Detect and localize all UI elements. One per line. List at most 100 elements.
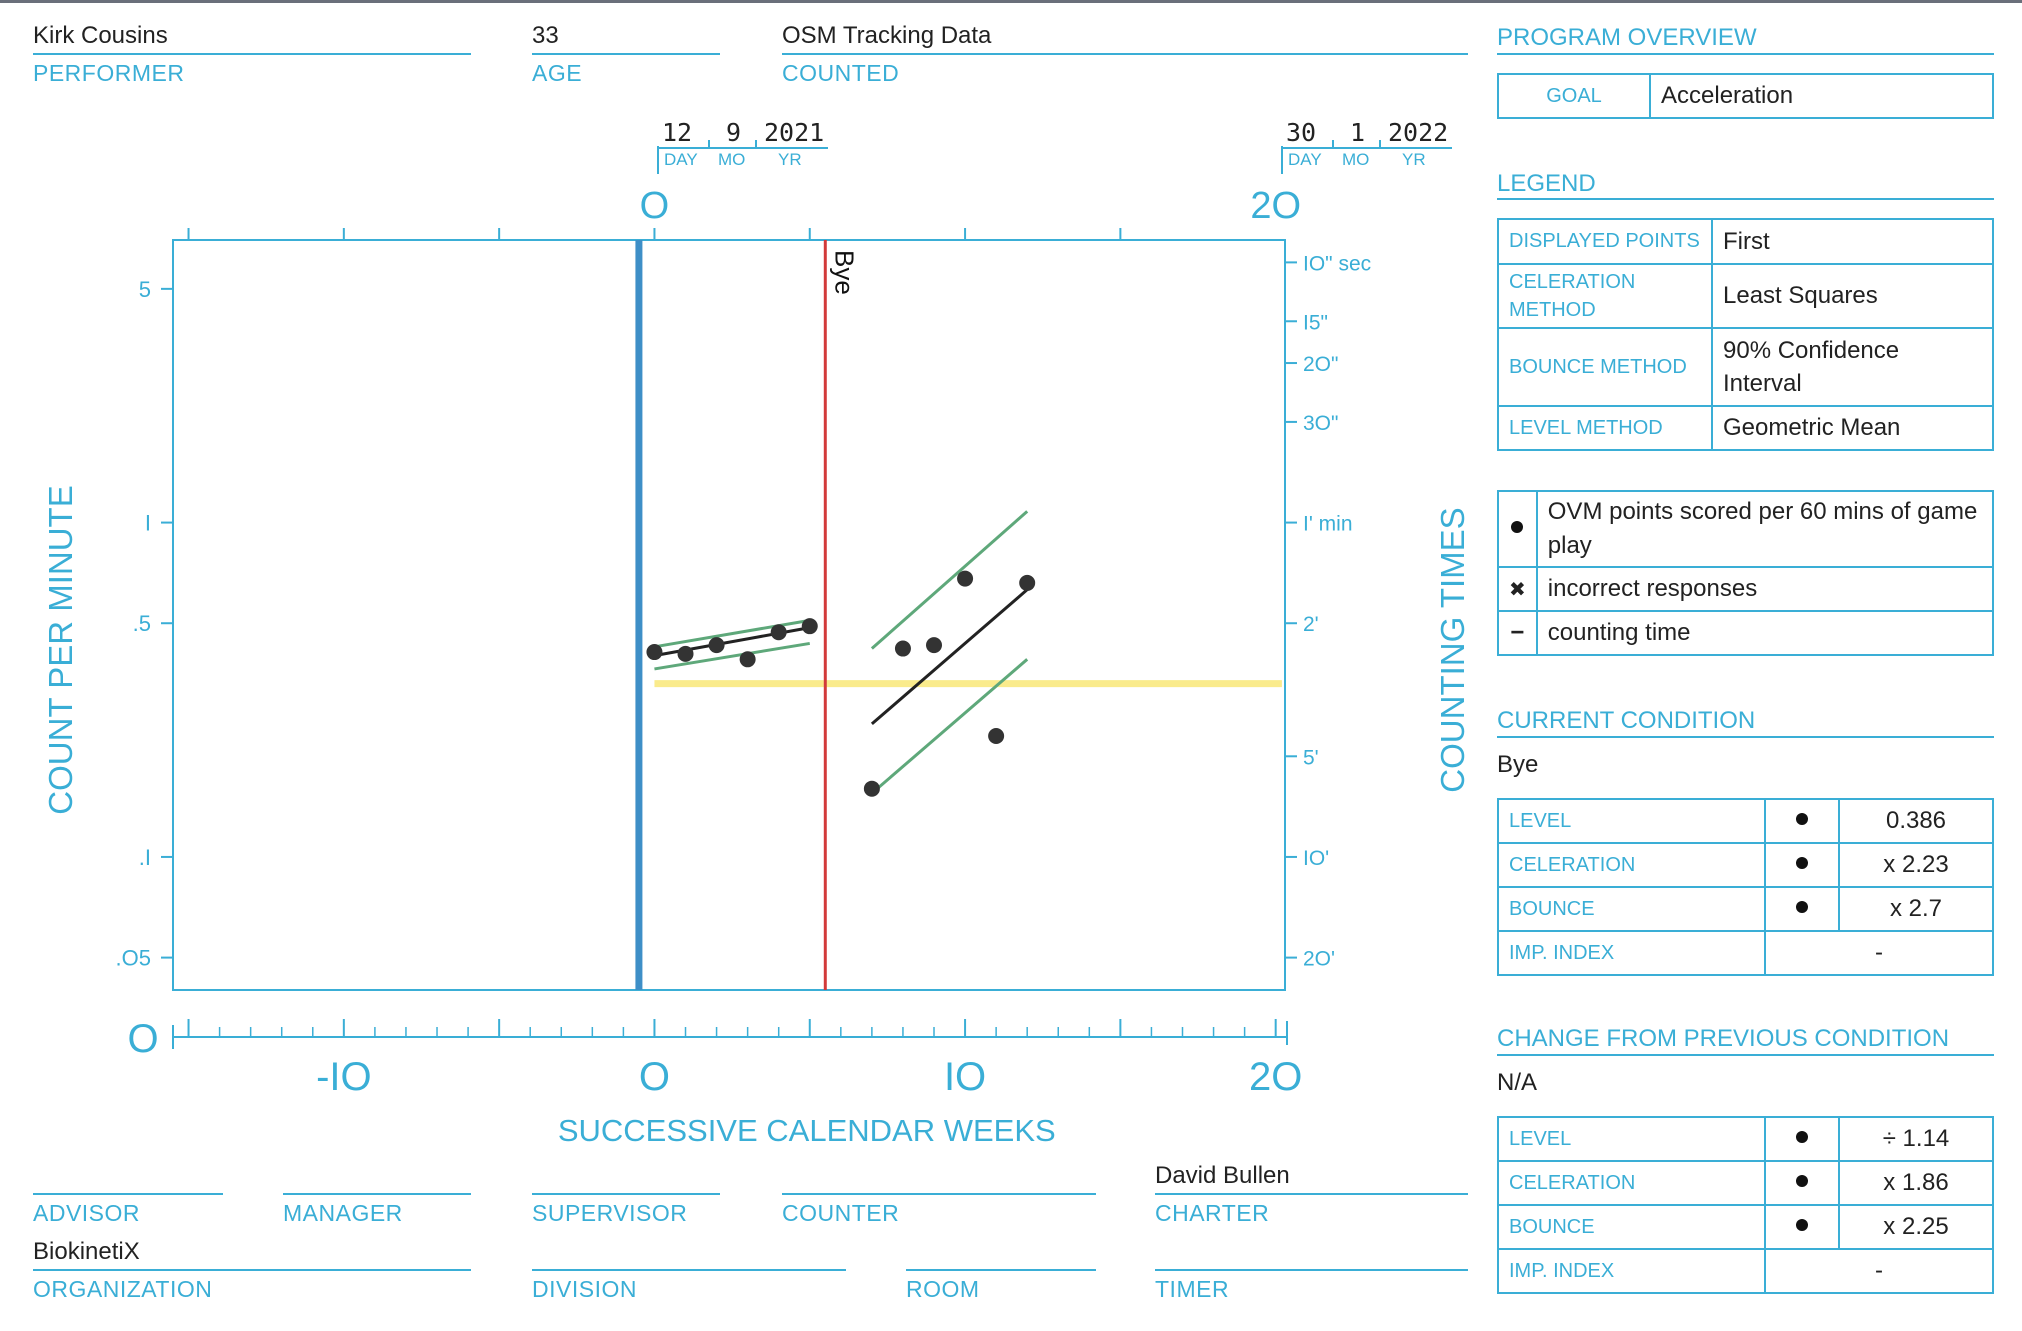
counting-time-label: 3O"	[1303, 412, 1338, 435]
current-imp-index-label: IMP. INDEX	[1497, 930, 1766, 976]
end-date-brackets	[1281, 140, 1452, 174]
age-rule	[532, 53, 720, 55]
room-rule	[906, 1269, 1096, 1271]
bounce-method-value: 90% Confidence Interval	[1711, 327, 1994, 407]
start-yr-label: YR	[778, 150, 802, 169]
bounce-line	[654, 641, 811, 671]
plot-frame	[172, 239, 1286, 991]
celeration-method-value: Least Squares	[1711, 263, 1994, 329]
supervisor-rule	[532, 1193, 720, 1195]
displayed-points-label: DISPLAYED POINTS	[1497, 218, 1713, 265]
timer-label: TIMER	[1155, 1276, 1230, 1302]
counting-time-label: I5"	[1303, 311, 1328, 334]
program-overview-title: PROGRAM OVERVIEW	[1497, 24, 1757, 51]
supervisor-label: SUPERVISOR	[532, 1200, 688, 1226]
current-row: IMP. INDEX -	[1497, 930, 1994, 976]
start-year: 2021	[764, 118, 825, 147]
top-border	[0, 0, 2022, 3]
start-date-brackets	[657, 140, 828, 174]
end-day-label: DAY	[1288, 150, 1322, 169]
counted-value: OSM Tracking Data	[782, 22, 992, 49]
level-method-value: Geometric Mean	[1711, 405, 1994, 451]
celeration-chart: O 2O 5 I .5 .I .O5 IO" sec I5" 2O" 3O" I' min 2' 5' IO…	[42, 185, 1471, 1148]
y-axis-label: 5	[139, 277, 151, 302]
current-imp-index-value: -	[1764, 930, 1994, 976]
room-label: ROOM	[906, 1276, 980, 1302]
end-date-box: 30 1 2022 DAY MO YR	[1280, 118, 1470, 178]
dot-symbol-cell	[1497, 490, 1538, 568]
organization-rule	[33, 1269, 471, 1271]
current-condition-rule	[1497, 736, 1994, 738]
counter-label: COUNTER	[782, 1200, 900, 1226]
counting-time-label: 2O"	[1303, 353, 1338, 376]
change-bounce-dot-cell	[1764, 1204, 1840, 1250]
manager-label: MANAGER	[283, 1200, 403, 1226]
celeration-method-label: CELERATION METHOD	[1497, 263, 1713, 329]
cross-symbol-text: incorrect responses	[1535, 566, 1995, 612]
change-imp-index-label: IMP. INDEX	[1497, 1248, 1766, 1294]
current-row: CELERATION x 2.23	[1497, 842, 1994, 888]
legend-symbol-table: OVM points scored per 60 mins of game pl…	[1497, 490, 1995, 656]
current-row: BOUNCE x 2.7	[1497, 886, 1994, 932]
performer-value: Kirk Cousins	[33, 22, 168, 49]
charter-value: David Bullen	[1155, 1162, 1290, 1189]
current-condition-title: CURRENT CONDITION	[1497, 707, 1756, 734]
change-celeration-value: x 1.86	[1838, 1160, 1994, 1206]
division-label: DIVISION	[532, 1276, 637, 1302]
goal-value: Acceleration	[1649, 73, 1994, 119]
dash-symbol-text: counting time	[1535, 610, 1995, 656]
current-bounce-dot-icon	[1796, 901, 1808, 913]
start-month: 9	[726, 118, 742, 147]
current-condition-table: LEVEL 0.386 CELERATION x 2.23 BOUNCE x 2…	[1497, 798, 1994, 976]
legend-method-table: DISPLAYED POINTS First CELERATION METHOD…	[1497, 218, 1994, 451]
data-point	[646, 644, 663, 661]
change-bounce-value: x 2.25	[1838, 1204, 1994, 1250]
current-level-dot-cell	[1764, 798, 1840, 844]
performer-label: PERFORMER	[33, 60, 185, 86]
organization-label: ORGANIZATION	[33, 1276, 213, 1302]
x-axis-label: IO	[944, 1055, 986, 1099]
bounce-method-label: BOUNCE METHOD	[1497, 327, 1713, 407]
change-level-label: LEVEL	[1497, 1116, 1766, 1162]
level-method-label: LEVEL METHOD	[1497, 405, 1713, 451]
change-condition-title: CHANGE FROM PREVIOUS CONDITION	[1497, 1025, 1950, 1052]
x-axis-label: -IO	[316, 1055, 372, 1099]
age-value: 33	[532, 22, 559, 49]
current-bounce-value: x 2.7	[1838, 886, 1994, 932]
current-bounce-label: BOUNCE	[1497, 886, 1766, 932]
legend-rule	[1497, 198, 1994, 200]
data-point	[801, 618, 818, 635]
change-level-dot-icon	[1796, 1131, 1808, 1143]
change-bounce-dot-icon	[1796, 1219, 1808, 1231]
data-point	[863, 780, 880, 797]
y-axis-label: .O5	[116, 946, 151, 971]
data-point	[957, 570, 974, 587]
change-level-dot-cell	[1764, 1116, 1840, 1162]
counting-time-label: IO" sec	[1303, 252, 1371, 275]
change-row: CELERATION x 1.86	[1497, 1160, 1994, 1206]
start-day: 12	[662, 118, 693, 147]
current-row: LEVEL 0.386	[1497, 798, 1994, 844]
goal-label: GOAL	[1497, 73, 1651, 119]
current-celeration-value: x 2.23	[1838, 842, 1994, 888]
age-label: AGE	[532, 60, 583, 86]
y-axis-label: .5	[133, 611, 151, 636]
y2-axis-title: COUNTING TIMES	[1434, 507, 1471, 792]
data-point	[926, 637, 943, 654]
change-celeration-dot-icon	[1796, 1175, 1808, 1187]
change-imp-index-value: -	[1764, 1248, 1994, 1294]
current-celeration-label: CELERATION	[1497, 842, 1766, 888]
manager-rule	[283, 1193, 471, 1195]
data-point	[1019, 574, 1036, 591]
division-rule	[532, 1269, 846, 1271]
current-celeration-dot-icon	[1796, 857, 1808, 869]
advisor-label: ADVISOR	[33, 1200, 141, 1226]
counting-time-label: IO'	[1303, 847, 1329, 870]
legend-row: DISPLAYED POINTS First	[1497, 218, 1994, 265]
dot-symbol-text: OVM points scored per 60 mins of game pl…	[1535, 490, 1995, 568]
data-point	[988, 727, 1005, 744]
y-axis-label: .I	[139, 845, 151, 870]
organization-value: BiokinetiX	[33, 1238, 140, 1265]
cross-symbol-icon: ✖	[1497, 566, 1538, 612]
data-point	[708, 637, 725, 654]
